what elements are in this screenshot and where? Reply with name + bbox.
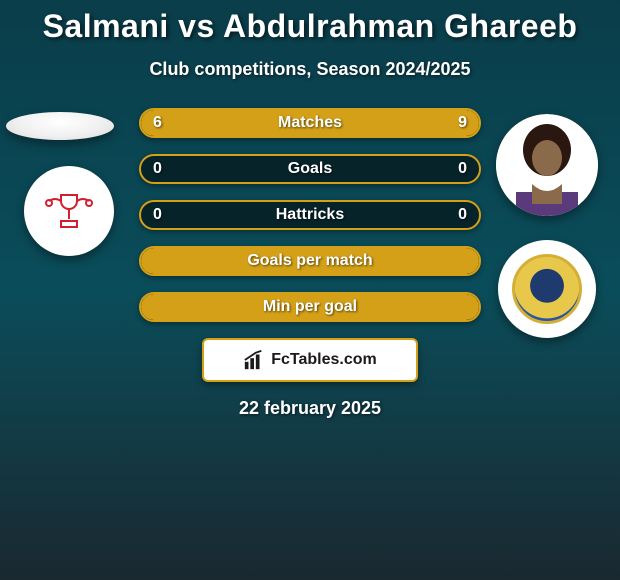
page-subtitle: Club competitions, Season 2024/2025 xyxy=(0,59,620,80)
player-left-avatar xyxy=(6,112,114,140)
stat-row: 69Matches xyxy=(139,108,481,138)
stats-rows: 69Matches 00Goals 00Hattricks Goals per mat… xyxy=(139,108,481,322)
stat-label: Goals per match xyxy=(141,248,479,274)
comparison-date: 22 february 2025 xyxy=(0,398,620,419)
stat-row: Goals per match xyxy=(139,246,481,276)
stat-row: 00Hattricks xyxy=(139,200,481,230)
bar-chart-icon xyxy=(243,349,265,371)
trophy-icon xyxy=(41,189,97,233)
stat-row: 00Goals xyxy=(139,154,481,184)
club-right-crest xyxy=(498,240,596,338)
stat-label: Hattricks xyxy=(141,202,479,228)
shield-icon xyxy=(512,254,582,324)
stat-label: Goals xyxy=(141,156,479,182)
branding-text: FcTables.com xyxy=(271,351,377,369)
comparison-content: 69Matches 00Goals 00Hattricks Goals per mat… xyxy=(0,108,620,419)
branding-badge: FcTables.com xyxy=(202,338,418,382)
club-left-crest xyxy=(24,166,114,256)
stat-label: Matches xyxy=(141,110,479,136)
stat-label: Min per goal xyxy=(141,294,479,320)
player-right-avatar xyxy=(496,114,598,216)
page-title: Salmani vs Abdulrahman Ghareeb xyxy=(0,0,620,45)
stat-row: Min per goal xyxy=(139,292,481,322)
